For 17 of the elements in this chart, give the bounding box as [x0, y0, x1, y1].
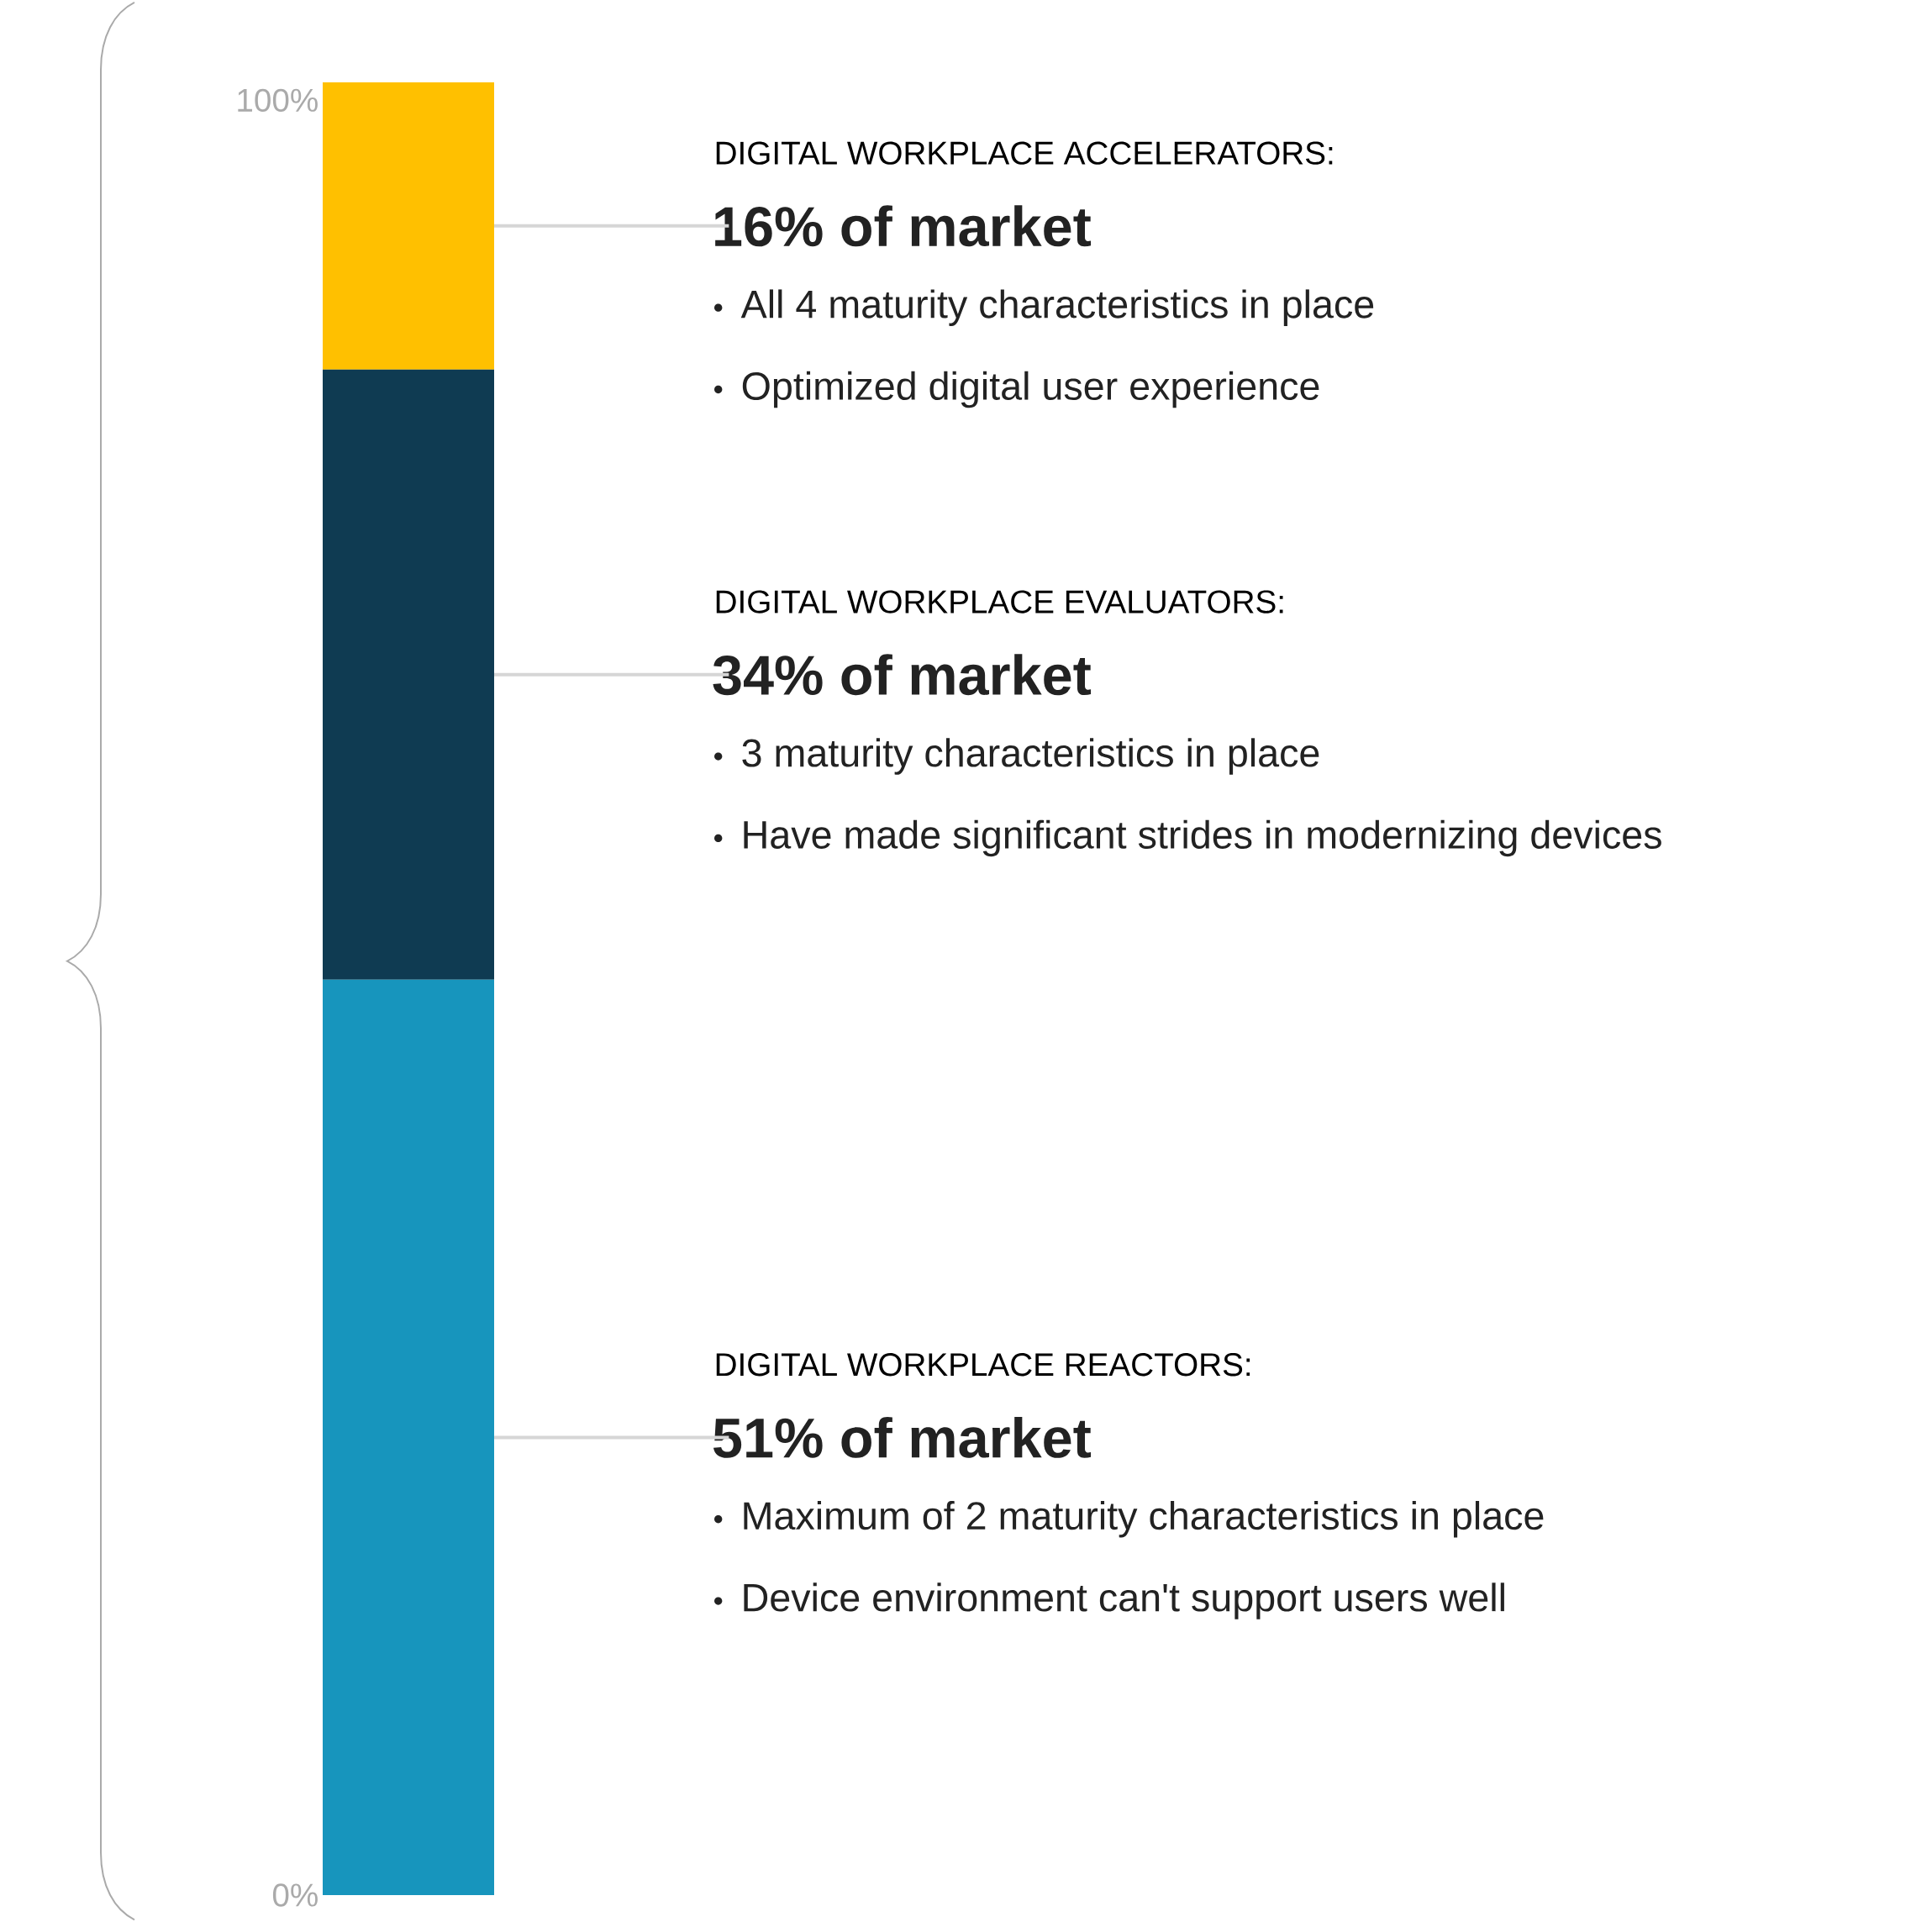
y-tick-label: 0% — [272, 1883, 318, 1907]
text: All 4 maturity characteristics in place — [740, 289, 1374, 326]
text: DIGITAL WORKPLACE EVALUATORS: — [716, 590, 1283, 613]
text: DIGITAL WORKPLACE REACTORS: — [716, 1353, 1250, 1377]
data-label: 34% of market — [713, 654, 1092, 696]
text: Have made significant strides in modernizing devices — [744, 819, 1661, 857]
bar — [323, 979, 495, 1895]
text: DIGITAL WORKPLACE ACCELERATORS: — [716, 141, 1333, 165]
bar — [323, 82, 495, 370]
text: 3 maturity characteristics in place — [742, 738, 1319, 775]
y-tick-label: 100% — [238, 88, 318, 113]
text: Device environment can't support users well — [744, 1582, 1504, 1619]
data-label: 51% of market — [713, 1416, 1092, 1458]
text: Maximum of 2 maturity characteristics in place — [744, 1500, 1544, 1538]
data-label: 16% of market — [715, 205, 1092, 247]
text: Optimized digital user experience — [742, 371, 1319, 408]
bar — [323, 369, 495, 980]
